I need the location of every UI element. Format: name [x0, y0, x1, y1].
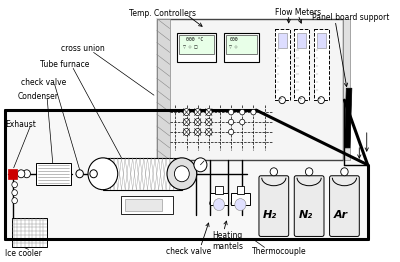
- FancyBboxPatch shape: [330, 176, 359, 236]
- Circle shape: [228, 109, 234, 115]
- Text: ▽  ◇: ▽ ◇: [229, 45, 238, 50]
- Bar: [342, 19, 350, 160]
- Circle shape: [228, 119, 234, 125]
- Bar: [275, 29, 290, 100]
- Circle shape: [306, 168, 313, 176]
- Bar: [122, 196, 172, 214]
- Bar: [210, 193, 228, 205]
- Text: Condenser: Condenser: [18, 92, 58, 101]
- Circle shape: [228, 129, 234, 135]
- Text: 000: 000: [229, 37, 238, 42]
- Circle shape: [12, 198, 18, 204]
- Circle shape: [214, 199, 224, 211]
- Text: Exhaust: Exhaust: [5, 120, 36, 129]
- Circle shape: [279, 97, 286, 104]
- Circle shape: [90, 170, 97, 178]
- Circle shape: [318, 97, 324, 104]
- Text: cross union: cross union: [61, 45, 105, 53]
- Bar: [278, 32, 287, 48]
- Bar: [103, 158, 182, 190]
- Text: ▽: ▽: [318, 96, 321, 100]
- Text: check valve: check valve: [166, 247, 211, 256]
- Circle shape: [88, 158, 118, 190]
- Text: 000 °C: 000 °C: [186, 37, 203, 42]
- Text: Heating
mantels: Heating mantels: [212, 231, 244, 251]
- Circle shape: [12, 190, 18, 196]
- Text: check valve: check valve: [21, 78, 66, 87]
- Bar: [316, 32, 326, 48]
- Bar: [215, 186, 223, 194]
- Circle shape: [12, 182, 18, 188]
- Circle shape: [194, 109, 201, 116]
- Bar: [177, 32, 216, 62]
- Polygon shape: [5, 110, 368, 239]
- Bar: [314, 29, 329, 100]
- Circle shape: [240, 109, 245, 115]
- Circle shape: [240, 119, 245, 125]
- Circle shape: [18, 170, 25, 178]
- Text: Ice cooler: Ice cooler: [5, 249, 42, 258]
- Text: ▽: ▽: [299, 96, 302, 100]
- Text: ▽: ▽: [280, 96, 282, 100]
- Text: Thermocouple: Thermocouple: [252, 247, 306, 256]
- Text: N₂: N₂: [298, 210, 312, 220]
- Bar: [125, 199, 162, 211]
- Circle shape: [206, 109, 212, 116]
- Bar: [157, 19, 342, 160]
- Circle shape: [183, 109, 190, 116]
- Circle shape: [183, 119, 190, 125]
- FancyBboxPatch shape: [294, 176, 324, 236]
- Circle shape: [251, 109, 256, 115]
- Circle shape: [167, 158, 197, 190]
- Circle shape: [206, 119, 212, 125]
- Circle shape: [298, 97, 305, 104]
- Bar: [237, 186, 244, 194]
- Text: Panel board support: Panel board support: [312, 13, 389, 22]
- Bar: [179, 35, 214, 54]
- FancyBboxPatch shape: [259, 176, 289, 236]
- Text: Temp. Controllers: Temp. Controllers: [129, 9, 196, 18]
- Circle shape: [270, 168, 278, 176]
- Bar: [157, 19, 170, 160]
- Bar: [226, 35, 257, 54]
- Circle shape: [174, 166, 189, 182]
- Circle shape: [194, 129, 201, 135]
- Polygon shape: [344, 88, 352, 148]
- Circle shape: [194, 119, 201, 125]
- Text: H₂: H₂: [263, 210, 277, 220]
- Bar: [12, 217, 47, 247]
- Bar: [224, 32, 259, 62]
- Text: Flow Meters: Flow Meters: [275, 8, 321, 17]
- Bar: [8, 169, 18, 179]
- Bar: [36, 163, 71, 185]
- Text: ▽  ◇  □: ▽ ◇ □: [183, 45, 198, 50]
- Circle shape: [235, 199, 246, 211]
- Circle shape: [341, 168, 348, 176]
- Circle shape: [76, 170, 83, 178]
- Text: Tube furnace: Tube furnace: [40, 60, 89, 69]
- Bar: [297, 32, 306, 48]
- Circle shape: [206, 129, 212, 135]
- Bar: [231, 193, 250, 205]
- Circle shape: [194, 158, 207, 172]
- Circle shape: [23, 170, 30, 178]
- Bar: [294, 29, 309, 100]
- Text: Ar: Ar: [334, 210, 348, 220]
- Circle shape: [183, 129, 190, 135]
